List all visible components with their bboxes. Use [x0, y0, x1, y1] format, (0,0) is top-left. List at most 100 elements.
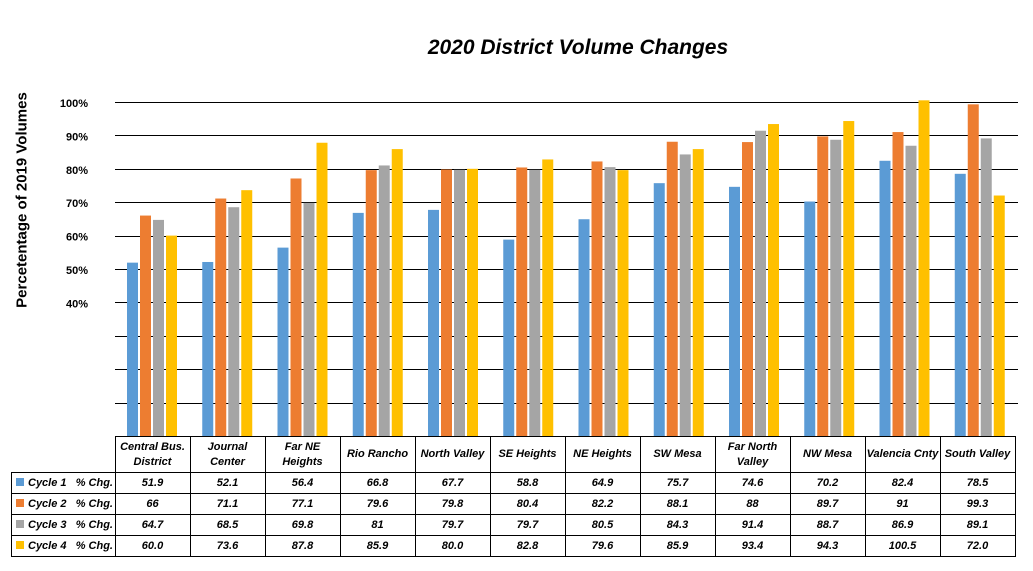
data-label: 88.7	[789, 514, 866, 536]
category-label: SW Mesa	[639, 436, 716, 473]
legend-label: Cycle 3 % Chg.	[28, 519, 113, 531]
bar-4	[316, 142, 328, 437]
bar-2	[140, 215, 151, 436]
data-label: 88.1	[639, 493, 716, 515]
legend-entry: Cycle 4 % Chg.	[11, 535, 116, 557]
data-label: 60.0	[114, 535, 191, 557]
data-label: 85.9	[339, 535, 416, 557]
data-label: 79.6	[339, 493, 416, 515]
data-label: 80.0	[414, 535, 491, 557]
data-label: 66	[114, 493, 191, 515]
bar-4	[918, 100, 930, 436]
data-label: 71.1	[189, 493, 266, 515]
category-label: Far NE Heights	[264, 436, 341, 473]
category-label: NW Mesa	[789, 436, 866, 473]
legend-swatch	[16, 499, 24, 507]
data-label: 74.6	[714, 472, 791, 494]
data-label: 79.8	[414, 493, 491, 515]
bar-1	[277, 247, 289, 436]
bar-4	[843, 121, 855, 437]
bar-2	[742, 142, 753, 436]
data-label: 82.2	[564, 493, 641, 515]
bar-3	[303, 202, 315, 436]
bar-4	[542, 159, 554, 436]
data-label: 80.4	[489, 493, 566, 515]
bar-1	[729, 186, 740, 436]
y-tick-label: 60%	[66, 232, 88, 244]
data-label: 86.9	[864, 514, 941, 536]
data-label: 64.7	[114, 514, 191, 536]
data-label: 94.3	[789, 535, 866, 557]
bar-3	[755, 130, 766, 436]
data-label: 69.8	[264, 514, 341, 536]
category-label: South Valley	[939, 436, 1016, 473]
bar-1	[428, 209, 439, 436]
data-label: 67.7	[414, 472, 491, 494]
data-label: 56.4	[264, 472, 341, 494]
bar-4	[993, 195, 1005, 436]
data-table: Central Bus. District Journal Center Far N…	[11, 436, 1016, 557]
data-label: 84.3	[639, 514, 716, 536]
data-label: 80.5	[564, 514, 641, 536]
bar-2	[817, 136, 829, 437]
y-tick-label: 100%	[60, 98, 88, 110]
table-row: Cycle 1 % Chg. 51.9 52.1 56.4 66.8 67.7 58.8 64…	[11, 472, 1016, 494]
bar-4	[692, 149, 704, 436]
bar-2	[892, 132, 904, 436]
data-label: 82.4	[864, 472, 941, 494]
data-label: 58.8	[489, 472, 566, 494]
category-label: Journal Center	[189, 436, 266, 473]
data-label: 79.6	[564, 535, 641, 557]
legend-swatch	[16, 541, 24, 549]
data-label: 93.4	[714, 535, 791, 557]
legend-entry: Cycle 2 % Chg.	[11, 493, 116, 515]
bar-1	[352, 212, 364, 436]
data-label: 91.4	[714, 514, 791, 536]
table-row: Cycle 2 % Chg. 66 71.1 77.1 79.6 79.8 80.4 82.2…	[11, 493, 1016, 515]
bar-2	[365, 170, 377, 437]
bar-2	[516, 167, 528, 437]
data-label: 87.8	[264, 535, 341, 557]
bar-3	[454, 169, 465, 436]
bar-3	[153, 219, 164, 436]
table-row: Cycle 4 % Chg. 60.0 73.6 87.8 85.9 80.0 82.8 79…	[11, 535, 1016, 557]
data-label: 100.5	[864, 535, 941, 557]
data-label: 73.6	[189, 535, 266, 557]
data-label: 88	[714, 493, 791, 515]
legend-swatch	[16, 478, 24, 486]
category-label: Central Bus. District	[114, 436, 191, 473]
bar-3	[529, 169, 541, 436]
bar-2	[441, 169, 452, 436]
bar-1	[653, 183, 665, 436]
data-label: 79.7	[414, 514, 491, 536]
bar-1	[202, 261, 214, 436]
bar-2	[215, 198, 227, 436]
chart-title: 2020 District Volume Changes	[427, 36, 729, 59]
bar-4	[617, 170, 629, 437]
bar-2	[290, 178, 302, 436]
category-label: Rio Rancho	[339, 436, 416, 473]
data-label: 82.8	[489, 535, 566, 557]
data-label: 89.7	[789, 493, 866, 515]
bar-2	[666, 141, 678, 436]
data-label: 52.1	[189, 472, 266, 494]
table-corner	[11, 436, 115, 473]
y-tick-label: 70%	[66, 198, 88, 210]
category-label: SE Heights	[489, 436, 566, 473]
bar-2	[591, 161, 603, 436]
bar-3	[604, 167, 616, 436]
y-tick-label: 90%	[66, 131, 88, 143]
bar-4	[166, 235, 177, 436]
legend-label: Cycle 2 % Chg.	[28, 498, 113, 510]
y-tick-label: 50%	[66, 265, 88, 277]
data-label: 79.7	[489, 514, 566, 536]
legend-label: Cycle 1 % Chg.	[28, 477, 113, 489]
bar-2	[967, 104, 979, 436]
bar-4	[467, 168, 478, 437]
data-label: 68.5	[189, 514, 266, 536]
bar-1	[503, 239, 515, 436]
bar-4	[768, 124, 779, 436]
table-row: Cycle 3 % Chg. 64.7 68.5 69.8 81 79.7 79.7 80.5…	[11, 514, 1016, 536]
bar-3	[378, 165, 390, 436]
